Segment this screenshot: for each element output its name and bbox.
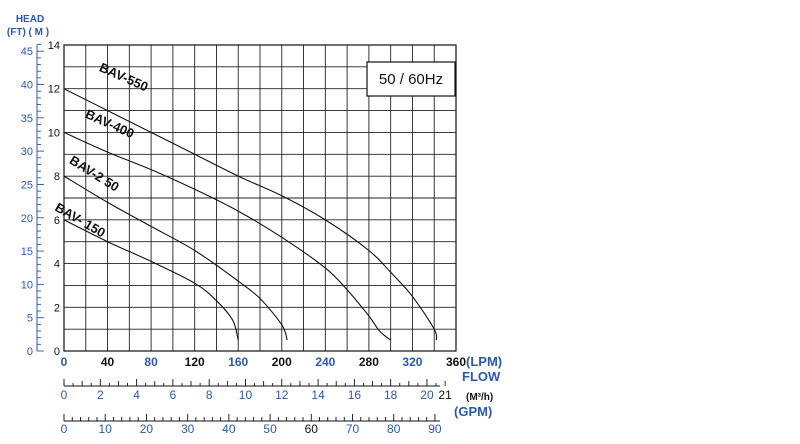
meters-tick-label: 10 (48, 127, 60, 139)
feet-tick-label: 15 (21, 246, 33, 258)
gpm-tick-label: 0 (61, 422, 68, 436)
curve-bav-2-50 (63, 175, 288, 341)
m3h-tick-label: 6 (170, 388, 177, 402)
performance-curves (63, 88, 438, 341)
feet-tick-label: 40 (21, 80, 33, 92)
lpm-tick-label: 200 (272, 355, 292, 369)
plot-frame (63, 44, 457, 352)
m3h-tick-label: 0 (61, 388, 68, 402)
feet-scale: 0 5 10 15 20 25 30 35 40 45 (21, 44, 44, 358)
lpm-scale: 0 40 80 120 160 200 240 280 320 360 (61, 355, 467, 369)
lpm-tick-label: 360 (446, 355, 466, 369)
feet-tick-label: 5 (27, 313, 33, 325)
feet-tick-label: 30 (21, 146, 33, 158)
feet-tick-label: 0 (27, 346, 33, 358)
feet-tick-label: 25 (21, 179, 33, 191)
gpm-tick-label: 80 (387, 422, 401, 436)
lpm-tick-label: 240 (315, 355, 335, 369)
gpm-scale: 0 10 20 30 40 50 60 70 80 90 (61, 414, 442, 436)
meters-tick-label: 12 (48, 84, 60, 96)
curve-bav-550 (63, 88, 438, 341)
y-axis-units: (FT) ( M ) (7, 27, 49, 38)
m3h-tick-label: 10 (239, 388, 253, 402)
m3h-unit: (M³/h) (466, 392, 493, 403)
m3h-tick-label: 12 (275, 388, 289, 402)
gpm-tick-label: 30 (181, 422, 195, 436)
gpm-unit: (GPM) (454, 404, 492, 419)
m3h-tick-label: 4 (133, 388, 140, 402)
m3h-tick-label: 18 (384, 388, 398, 402)
flow-label: FLOW (462, 369, 501, 384)
gpm-tick-label: 90 (428, 422, 442, 436)
y-axis-title: HEAD (16, 14, 44, 25)
frequency-label: 50 / 60Hz (379, 71, 443, 88)
gpm-tick-label: 40 (222, 422, 236, 436)
m3h-scale: 0 2 4 6 8 10 12 14 16 18 20 21 (61, 379, 452, 402)
lpm-tick-label: 40 (101, 355, 115, 369)
lpm-tick-label: 120 (185, 355, 205, 369)
meters-tick-label: 14 (48, 40, 60, 52)
m3h-tick-label: 8 (206, 388, 213, 402)
gpm-tick-label: 20 (140, 422, 154, 436)
m3h-tick-label: 14 (311, 388, 325, 402)
lpm-tick-label: 320 (402, 355, 422, 369)
feet-tick-label: 20 (21, 213, 33, 225)
lpm-tick-label: 280 (359, 355, 379, 369)
series-label: BAV-2 50 (67, 152, 122, 194)
gpm-tick-label: 60 (305, 422, 319, 436)
series-label: BAV-550 (97, 60, 150, 95)
gpm-tick-label: 10 (99, 422, 113, 436)
gpm-tick-label: 70 (346, 422, 360, 436)
lpm-tick-label: 80 (144, 355, 158, 369)
m3h-tick-label: 20 (420, 388, 434, 402)
m3h-tick-label: 21 (438, 388, 452, 402)
meters-scale: 0 2 4 6 8 10 12 14 (48, 40, 60, 358)
feet-tick-label: 35 (21, 113, 33, 125)
lpm-tick-label: 160 (228, 355, 248, 369)
m3h-tick-label: 16 (348, 388, 362, 402)
meters-tick-label: 0 (54, 346, 60, 358)
m3h-tick-label: 2 (97, 388, 104, 402)
curve-bav-150 (63, 219, 239, 341)
frequency-box (366, 61, 456, 97)
gpm-tick-label: 50 (263, 422, 277, 436)
lpm-unit: (LPM) (466, 354, 502, 369)
meters-tick-label: 6 (54, 215, 60, 227)
lpm-tick-label: 0 (61, 355, 68, 369)
feet-tick-label: 45 (21, 46, 33, 58)
meters-tick-label: 8 (54, 171, 60, 183)
meters-tick-label: 2 (54, 302, 60, 314)
meters-tick-label: 4 (54, 259, 60, 271)
feet-tick-label: 10 (21, 279, 33, 291)
curve-bav-400 (63, 131, 392, 341)
